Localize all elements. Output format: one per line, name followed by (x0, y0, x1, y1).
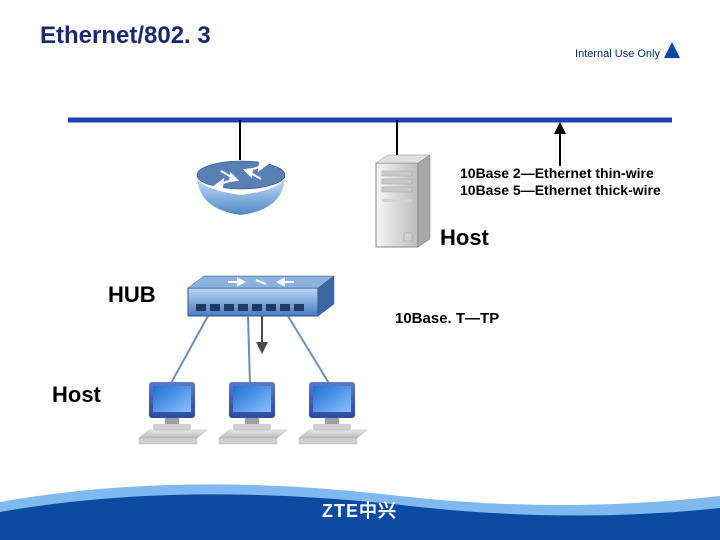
pc-icon-2 (215, 380, 291, 456)
pc-icon-1 (135, 380, 211, 456)
pc-icon-3 (295, 380, 371, 456)
confidential-text: <Confidential and Proprietary Informatio… (18, 520, 286, 530)
zte-logo: ZTE中兴 (322, 497, 397, 523)
host-label-lower: Host (52, 382, 101, 408)
tp-lines (0, 0, 720, 540)
